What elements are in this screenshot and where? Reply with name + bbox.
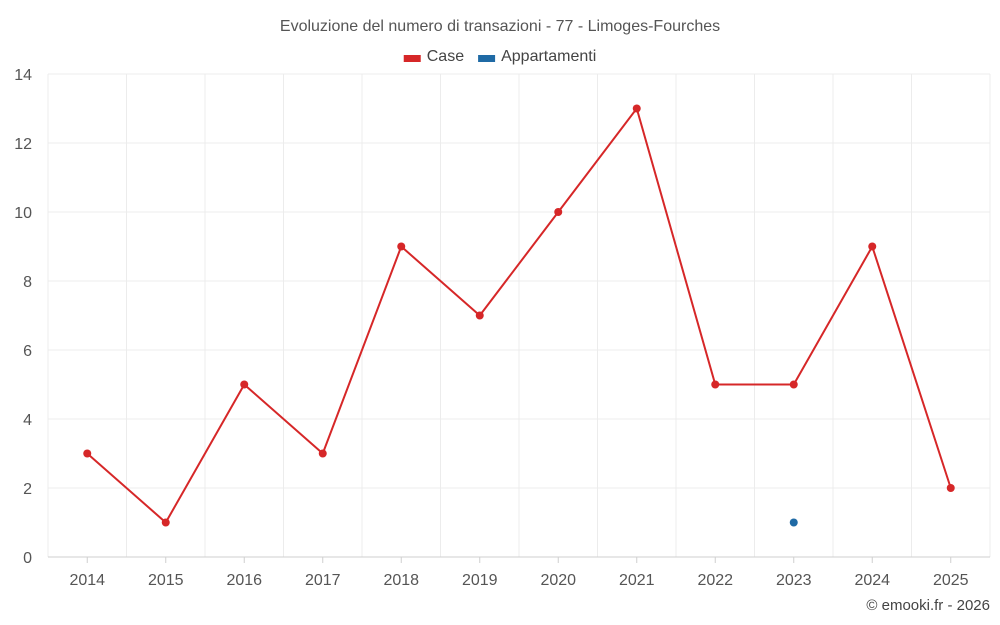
- x-tick-label: 2015: [148, 572, 184, 589]
- y-tick-label: 0: [23, 550, 32, 567]
- y-tick-label: 8: [23, 274, 32, 291]
- chart-title: Evoluzione del numero di transazioni - 7…: [280, 18, 720, 35]
- data-point-case[interactable]: [868, 243, 876, 251]
- credit-text: © emooki.fr - 2026: [866, 597, 990, 614]
- x-tick-label: 2017: [305, 572, 341, 589]
- y-tick-label: 6: [23, 343, 32, 360]
- y-tick-label: 2: [23, 481, 32, 498]
- data-point-case[interactable]: [83, 450, 91, 458]
- legend-item-case[interactable]: Case: [404, 48, 464, 65]
- data-point-case[interactable]: [476, 312, 484, 320]
- x-tick-label: 2019: [462, 572, 498, 589]
- data-point-case[interactable]: [790, 381, 798, 389]
- x-tick-label: 2018: [383, 572, 419, 589]
- chart: Evoluzione del numero di transazioni - 7…: [0, 0, 1000, 625]
- data-point-case[interactable]: [633, 105, 641, 113]
- data-point-case[interactable]: [162, 519, 170, 527]
- data-point-case[interactable]: [319, 450, 327, 458]
- legend-label: Appartamenti: [501, 48, 596, 65]
- legend-label: Case: [427, 48, 464, 65]
- data-point-appartamenti[interactable]: [790, 519, 798, 527]
- grid-lines: [48, 74, 990, 557]
- x-tick-label: 2023: [776, 572, 812, 589]
- y-axis: 0 2 4 6 8 10 12 14: [14, 67, 32, 567]
- data-point-case[interactable]: [554, 208, 562, 216]
- y-tick-label: 14: [14, 67, 32, 84]
- x-axis: 2014 2015 2016 2017 2018 2019 2020 2021 2022 2023…: [48, 557, 990, 589]
- y-tick-label: 4: [23, 412, 32, 429]
- x-tick-label: 2020: [540, 572, 576, 589]
- data-point-case[interactable]: [947, 484, 955, 492]
- y-tick-label: 12: [14, 136, 32, 153]
- legend-swatch: [404, 55, 421, 62]
- x-tick-label: 2025: [933, 572, 969, 589]
- x-tick-label: 2014: [69, 572, 105, 589]
- x-tick-label: 2016: [226, 572, 262, 589]
- x-tick-label: 2022: [697, 572, 733, 589]
- legend-item-appartamenti[interactable]: Appartamenti: [478, 48, 596, 65]
- x-tick-label: 2021: [619, 572, 655, 589]
- data-point-case[interactable]: [240, 381, 248, 389]
- data-point-case[interactable]: [711, 381, 719, 389]
- legend-swatch: [478, 55, 495, 62]
- y-tick-label: 10: [14, 205, 32, 222]
- data-point-case[interactable]: [397, 243, 405, 251]
- legend: Case Appartamenti: [404, 48, 597, 65]
- x-tick-label: 2024: [854, 572, 890, 589]
